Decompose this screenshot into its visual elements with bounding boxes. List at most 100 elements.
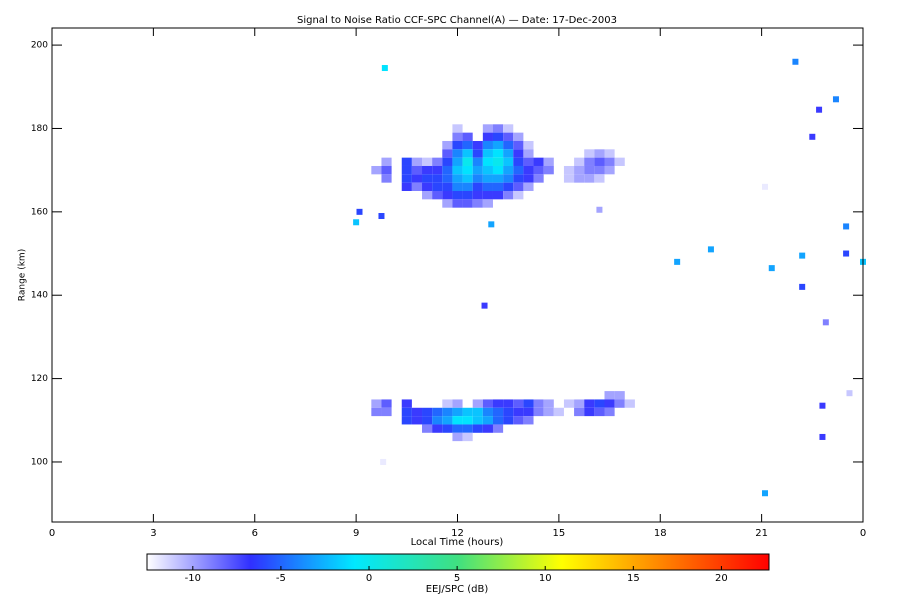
heatmap-cell [411,407,423,417]
heatmap-cell [543,399,554,408]
heatmap-cell [492,190,504,200]
echo-point [816,106,823,113]
heatmap-cell [503,416,514,425]
heatmap-cell [584,174,595,183]
heatmap-cell [432,407,443,417]
heatmap-cell [411,174,423,183]
heatmap-cell [452,132,463,141]
x-tick-label: 18 [654,528,667,539]
heatmap-cell [574,407,585,417]
heatmap-cell [513,399,524,408]
x-tick-label: 12 [451,528,464,539]
heatmap-cell [523,157,534,166]
x-tick-label: 0 [860,528,866,539]
heatmap-cell [452,432,463,442]
heatmap-cell [503,140,514,150]
heatmap-cell [442,182,453,191]
heatmap-cell [442,399,453,408]
heatmap-cell [452,174,463,183]
y-tick-label: 160 [31,207,48,217]
heatmap-cell [462,140,473,150]
heatmap-cell [452,165,463,175]
echo-point [353,219,360,226]
heatmap-cell [584,157,595,166]
heatmap-cell [472,399,483,408]
x-tick-label: 15 [553,528,566,539]
echo-point [596,206,603,213]
heatmap-cell [523,140,534,150]
heatmap-cell [462,174,473,183]
heatmap-cell [492,165,504,175]
colorbar-label: EEJ/SPC (dB) [426,584,489,595]
x-axis-label: Local Time (hours) [411,537,504,548]
heatmap-cell [442,165,453,175]
y-axis-label: Range (km) [18,249,28,301]
heatmap-cell [452,416,463,425]
heatmap-cell [482,174,493,183]
heatmap-cell [513,174,524,183]
colorbar-tick-label: -10 [185,573,201,584]
heatmap-cell [492,174,504,183]
heatmap-cell [513,132,524,141]
echo-point [356,208,363,215]
heatmap-cell [472,157,483,166]
heatmap-cell [492,140,504,150]
heatmap-cell [492,182,504,191]
heatmap-cell [411,157,423,166]
heatmap-cell [604,407,615,417]
heatmap-cell [482,416,493,425]
y-tick-label: 200 [31,41,48,51]
heatmap-cell [523,165,534,175]
colorbar-tick-label: -5 [276,573,286,584]
heatmap-cell [422,190,433,200]
heatmap-cell [594,157,605,166]
heatmap-cell [492,399,504,408]
heatmap-cell [492,416,504,425]
heatmap-cell [513,190,524,200]
heatmap-cell [472,149,483,158]
heatmap-cell [594,165,605,175]
heatmap-cell [432,174,443,183]
heatmap-cell [462,432,473,442]
colorbar [146,553,770,571]
echo-point [846,390,853,397]
heatmap-cell [401,157,412,166]
heatmap-cell [604,399,615,408]
heatmap-cell [523,149,534,158]
heatmap-cell [381,165,392,175]
y-tick-label: 140 [31,291,48,301]
echo-point [762,183,769,190]
heatmap-cell [401,416,412,425]
heatmap-cell [492,132,504,141]
heatmap-cell [472,416,483,425]
heatmap-cell [422,165,433,175]
y-tick-label: 100 [31,457,48,467]
heatmap-cell [574,157,585,166]
heatmap-cell [462,416,473,425]
heatmap-cell [482,407,493,417]
heatmap-cell [482,157,493,166]
heatmap-cell [574,174,585,183]
heatmap-cell [381,174,392,183]
heatmap-cell [452,157,463,166]
heatmap-cell [584,165,595,175]
heatmap-cell [482,199,493,208]
heatmap-cell [503,407,514,417]
heatmap-cell [442,416,453,425]
heatmap-cell [553,407,564,417]
heatmap-cell [563,174,575,183]
heatmap-cell [492,124,504,133]
echo-point [809,133,816,140]
heatmap-cell [462,407,473,417]
heatmap-cell [462,149,473,158]
heatmap-cell [492,149,504,158]
heatmap-cell [563,165,575,175]
heatmap-cell [513,140,524,150]
heatmap-cell [401,174,412,183]
heatmap-cell [482,182,493,191]
echo-point [378,213,385,220]
heatmap-cell [472,407,483,417]
heatmap-cell [604,391,615,400]
heatmap-cell [401,165,412,175]
